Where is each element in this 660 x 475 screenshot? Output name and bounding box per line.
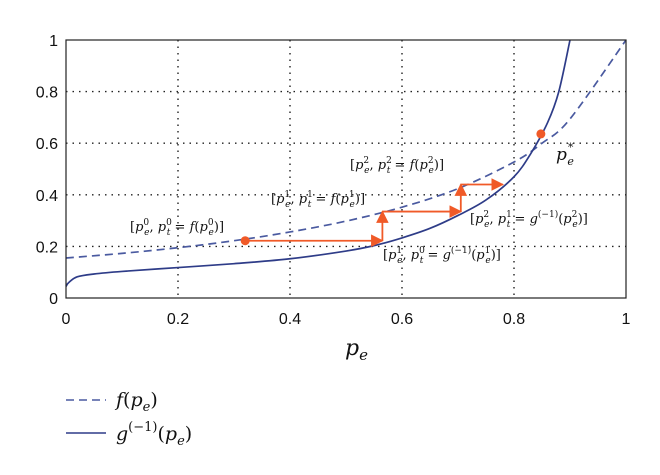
- fixed-point: [536, 129, 546, 139]
- series-layer: [65, 39, 627, 287]
- y-tick-label-4: 0.8: [36, 85, 58, 102]
- legend-label-f: f(pe): [114, 389, 158, 415]
- legend: f(pe) g(−1)(pe): [66, 389, 192, 449]
- annotation-fixed-point: p* e: [556, 141, 574, 168]
- y-tick-label-2: 0.4: [36, 188, 58, 205]
- grid: [66, 40, 626, 298]
- plot-frame: [65, 39, 627, 299]
- y-tick-label-0: 0: [49, 291, 58, 308]
- annotation-p1: [p1 e, p0 t = g(−1)(p1 e)]: [383, 245, 501, 266]
- x-tick-label-1: 0.2: [167, 311, 189, 328]
- tick-labels: 0 0.2 0.4 0.6 0.8 1 0 0.2 0.4 0.6 0.8 1: [36, 33, 631, 328]
- start-point: [240, 236, 250, 246]
- x-tick-label-2: 0.4: [279, 311, 301, 328]
- points-layer: [240, 129, 546, 246]
- y-tick-label-3: 0.6: [36, 136, 58, 153]
- annotation-p0: [p0 e, p0 t = f(p0 e)]: [130, 218, 224, 238]
- annotation-p4: [p2 e, p2 t = f(p2 e)]: [350, 156, 444, 176]
- x-tick-label-0: 0: [62, 311, 71, 328]
- y-tick-label-1: 0.2: [36, 239, 58, 256]
- x-tick-label-4: 0.8: [503, 311, 525, 328]
- annotation-p3: [p2 e, p1 t = g(−1)(p2 e)]: [470, 209, 588, 230]
- x-tick-label-5: 1: [622, 311, 631, 328]
- y-tick-label-5: 1: [49, 33, 58, 50]
- legend-label-g: g(−1)(pe): [116, 420, 192, 449]
- x-axis-label: pe: [345, 336, 368, 364]
- x-tick-label-3: 0.6: [391, 311, 413, 328]
- annotation-p2: [p1 e, p1 t = f(p1 e)]: [271, 190, 365, 210]
- iteration-arrows: [245, 178, 505, 248]
